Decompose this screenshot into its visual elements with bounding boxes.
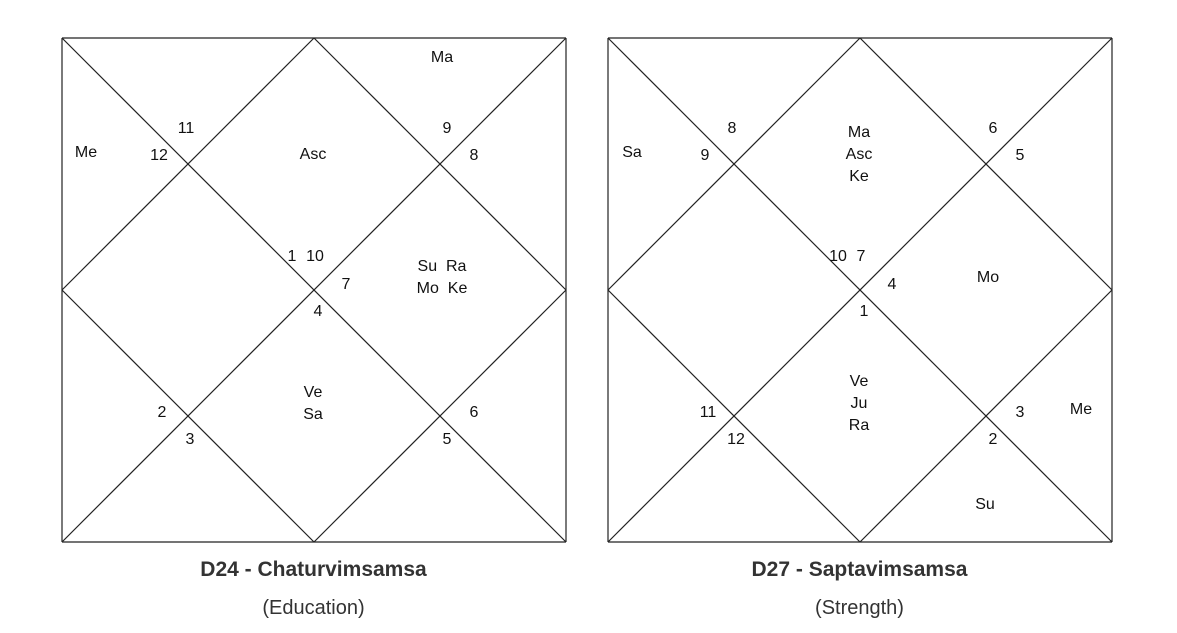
house-number: 10 <box>829 248 847 265</box>
chart-line <box>61 289 315 543</box>
planet-label: Ma <box>431 49 453 66</box>
planet-label: Mo <box>977 269 999 286</box>
chart-title: D27 - Saptavimsamsa <box>751 558 968 581</box>
chart-line <box>859 37 1113 291</box>
planet-label: Ve <box>304 384 323 401</box>
house-number: 6 <box>989 120 998 137</box>
house-number: 1 <box>288 248 297 265</box>
house-number: 2 <box>158 404 167 421</box>
planet-label: Sa <box>303 406 323 423</box>
planet-label: Ra <box>849 417 870 434</box>
chart-line <box>859 289 1113 543</box>
planet-label: Ju <box>851 395 868 412</box>
house-number: 9 <box>701 147 710 164</box>
house-number: 4 <box>888 276 897 293</box>
house-number: 6 <box>470 404 479 421</box>
chart-line <box>607 289 861 543</box>
house-number: 4 <box>314 303 323 320</box>
chart-line <box>313 289 567 543</box>
planet-label: Ve <box>850 373 869 390</box>
house-number: 2 <box>989 431 998 448</box>
planet-label: Me <box>75 144 97 161</box>
house-number: 8 <box>470 147 479 164</box>
chart-line <box>313 37 567 291</box>
house-number: 11 <box>700 404 717 421</box>
chart-line <box>607 37 1113 543</box>
planet-label: Mo Ke <box>417 280 468 297</box>
planet-label: Me <box>1070 401 1092 418</box>
house-number: 8 <box>728 120 737 137</box>
d27-chart: 8 9 Sa 10 11 12 1 Ve Ju Ra 2 Su 3 Me 4 Mo 5 6 7 Ma Asc Ke <box>607 37 1113 543</box>
house-number: 3 <box>186 431 195 448</box>
house-number: 10 <box>306 248 324 265</box>
chart-line <box>607 37 861 291</box>
chart-line <box>61 37 567 543</box>
house-number: 5 <box>443 431 452 448</box>
house-number: 3 <box>1016 404 1025 421</box>
house-number: 5 <box>1016 147 1025 164</box>
planet-label: Su Ra <box>418 258 467 275</box>
planet-label: Asc <box>846 146 873 163</box>
planet-label: Sa <box>622 144 642 161</box>
planet-label: Asc <box>300 146 327 163</box>
house-number: 7 <box>857 248 866 265</box>
chart-subtitle: (Education) <box>262 597 365 619</box>
planet-label: Ma <box>848 124 870 141</box>
house-number: 12 <box>727 431 745 448</box>
house-number: 7 <box>342 276 351 293</box>
house-number: 11 <box>178 120 195 137</box>
planet-label: Su <box>975 496 995 513</box>
house-number: 12 <box>150 147 168 164</box>
house-number: 9 <box>443 120 452 137</box>
chart-line <box>61 37 315 291</box>
planet-label: Ke <box>849 168 869 185</box>
house-number: 1 <box>860 303 869 320</box>
chart-subtitle: (Strength) <box>815 597 904 619</box>
chart-title: D24 - Chaturvimsamsa <box>200 558 427 581</box>
